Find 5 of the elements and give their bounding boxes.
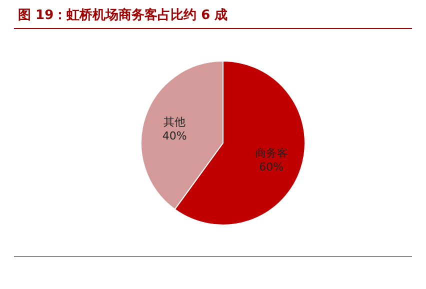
data-label: 60% [259, 160, 284, 174]
slice-label: 商务客 [254, 146, 288, 160]
chart-title: 图 19：虹桥机场商务客占比约 6 成 [18, 6, 228, 24]
slice-label: 其他 [164, 115, 186, 128]
data-label: 40% [162, 129, 187, 142]
